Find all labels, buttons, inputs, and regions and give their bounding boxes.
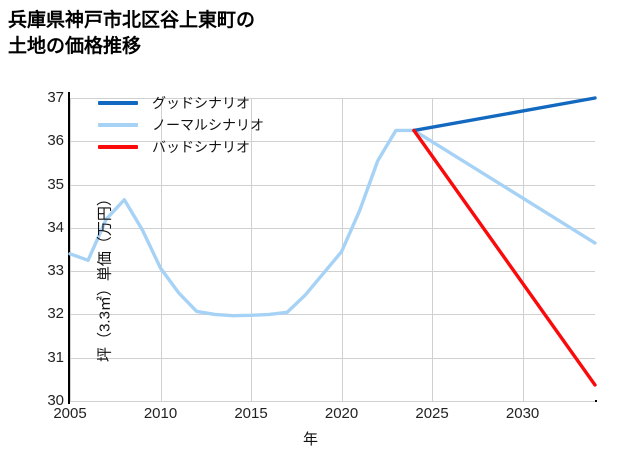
grid-line-horizontal	[70, 141, 595, 143]
grid-line-vertical	[70, 98, 71, 401]
legend-item: グッドシナリオ	[98, 92, 328, 114]
grid-line-horizontal	[70, 357, 595, 359]
x-axis-tick-label: 2015	[234, 405, 268, 422]
grid-line-horizontal	[70, 401, 595, 402]
series-line	[68, 128, 597, 318]
legend-item-label: ノーマルシナリオ	[152, 117, 264, 133]
legend-item: ノーマルシナリオ	[98, 114, 328, 136]
series-line	[412, 96, 597, 133]
grid-line-horizontal	[70, 271, 595, 273]
grid-line-vertical	[522, 98, 524, 401]
plot-background	[70, 98, 595, 401]
y-axis-tick-label: 31	[47, 348, 64, 366]
y-axis-tick-label: 35	[47, 175, 64, 193]
legend-item: バッドシナリオ	[98, 136, 328, 158]
legend-item-label: グッドシナリオ	[152, 95, 250, 111]
y-axis-title: 坪（3.3㎡）単価（万円）	[96, 191, 114, 362]
legend-color-swatch	[98, 101, 138, 105]
legend-item-label: バッドシナリオ	[152, 139, 250, 155]
x-axis-tick-label: 2030	[505, 405, 540, 422]
y-axis-tick-label: 37	[47, 89, 64, 106]
y-axis-tick-label: 30	[47, 392, 64, 409]
series-line	[412, 128, 597, 387]
y-axis-line	[68, 92, 71, 404]
y-axis-tick-label: 36	[47, 132, 64, 150]
grid-line-vertical	[160, 98, 162, 401]
x-axis-tick-label: 2005	[53, 405, 87, 422]
y-axis-tick-label: 33	[47, 262, 64, 280]
grid-line-horizontal	[70, 227, 595, 229]
y-axis-tick-label: 34	[47, 218, 64, 236]
x-axis-tick-label: 2020	[324, 405, 359, 422]
y-axis-tick-label: 32	[47, 305, 64, 323]
x-axis-title: 年	[302, 431, 318, 448]
grid-line-horizontal	[70, 314, 595, 316]
series-lines	[68, 96, 597, 387]
x-axis-tick-label: 2010	[143, 405, 178, 422]
plot-area: 坪（3.3㎡）単価（万円）	[68, 96, 597, 402]
y-axis-tick-labels: 30 31 32 33 34 35 36 37	[0, 0, 64, 465]
grid-line-vertical	[432, 98, 434, 401]
x-axis-tick-label: 2025	[415, 405, 449, 422]
legend-color-swatch	[98, 145, 138, 149]
legend: グッドシナリオ ノーマルシナリオ バッドシナリオ	[98, 92, 328, 158]
page-title: 兵庫県神戸市北区谷上東町の 土地の価格推移	[8, 10, 256, 57]
grid-line-vertical	[251, 98, 253, 401]
legend-color-swatch	[98, 123, 138, 127]
grid-line-horizontal	[70, 98, 595, 99]
grid-line-horizontal	[70, 184, 595, 186]
